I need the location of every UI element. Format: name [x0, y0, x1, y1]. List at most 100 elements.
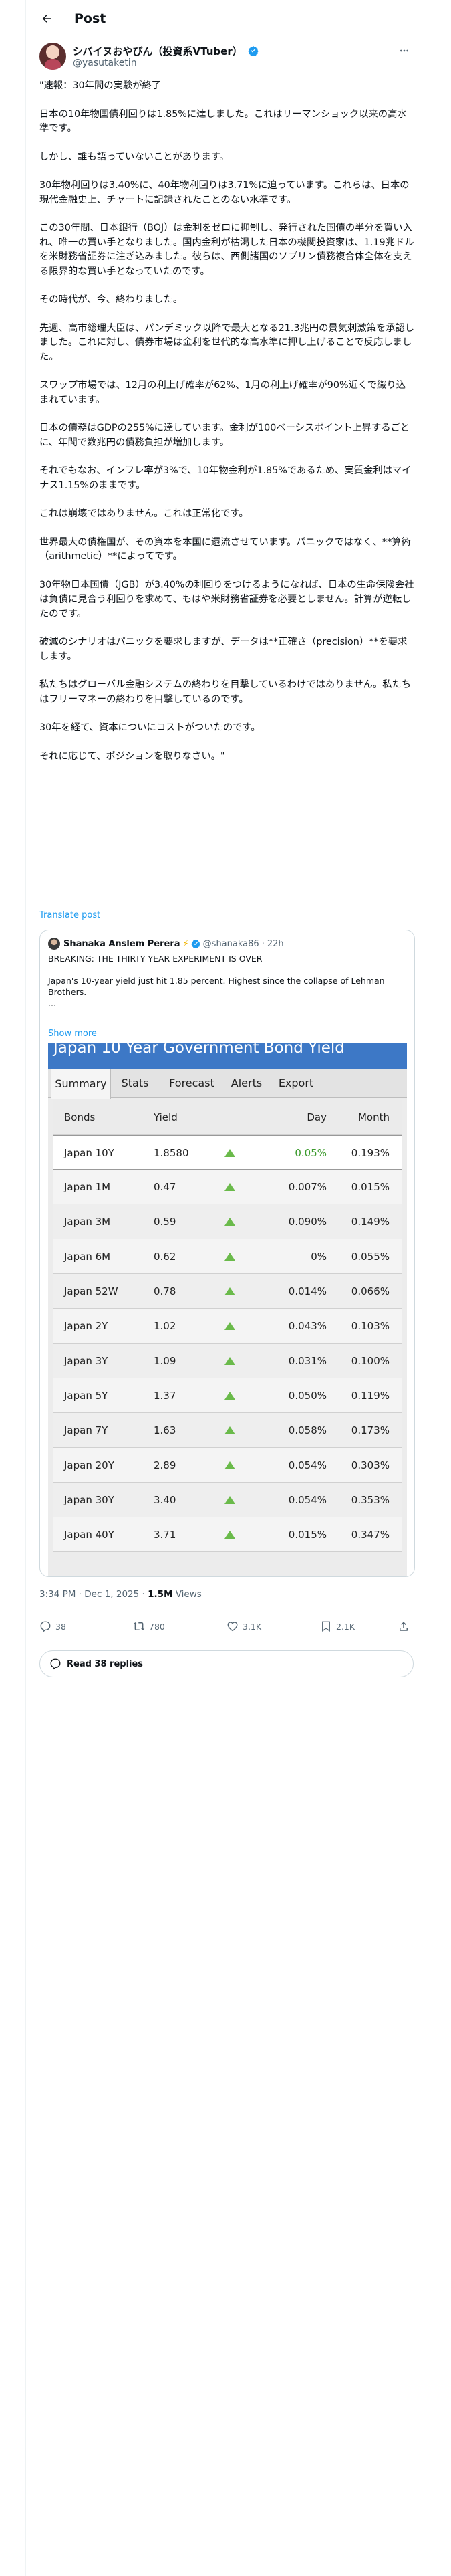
- bond-month-change: 0.173%: [351, 1424, 390, 1436]
- post-paragraph: 破滅のシナリオはパニックを要求しますが、データは**正確さ（precision）…: [39, 637, 408, 662]
- quoted-line: BREAKING: THE THIRTY YEAR EXPERIMENT IS …: [48, 954, 263, 964]
- bond-month-change: 0.119%: [351, 1390, 390, 1402]
- bond-day-change: 0.014%: [288, 1285, 327, 1297]
- quoted-avatar: [48, 938, 60, 950]
- bond-month-change: 0.103%: [351, 1320, 390, 1332]
- bond-month-change: 0.015%: [351, 1181, 390, 1193]
- post-paragraph: 世界最大の債権国が、その資本を本国に還流させています。パニックではなく、**算術…: [39, 536, 411, 562]
- bond-yield: 2.89: [154, 1459, 176, 1471]
- arrow-left-icon: [42, 15, 51, 23]
- quoted-author-name: Shanaka Anslem Perera: [63, 938, 180, 949]
- translate-post-link[interactable]: Translate post: [39, 910, 101, 920]
- bond-month-change: 0.353%: [351, 1494, 390, 1506]
- up-arrow-icon: [224, 1448, 235, 1469]
- col-month: Month: [357, 1111, 390, 1123]
- bond-month-change: 0.149%: [351, 1216, 390, 1228]
- bond-day-change: 0.054%: [288, 1494, 327, 1506]
- bond-name: Japan 52W: [64, 1285, 118, 1297]
- bond-day-change: 0.015%: [288, 1529, 327, 1541]
- like-count: 3.1K: [243, 1621, 262, 1632]
- bond-day-change: 0.007%: [288, 1181, 327, 1193]
- table-row: Japan 3Y 1.09 0.031% 0.100%: [53, 1344, 402, 1378]
- bond-day-change: 0.050%: [288, 1390, 327, 1402]
- bookmark-button[interactable]: 2.1K: [320, 1614, 355, 1638]
- bond-day-change: 0.05%: [295, 1147, 327, 1159]
- post-paragraph: 私たちはグローバル金融システムの終わりを目撃しているわけではありません。私たちは…: [39, 679, 412, 705]
- bond-name: Japan 6M: [64, 1251, 111, 1263]
- author-handle[interactable]: @yasutaketin: [73, 58, 137, 68]
- bond-day-change: 0.043%: [288, 1320, 327, 1332]
- read-replies-button[interactable]: Read 38 replies: [39, 1650, 414, 1677]
- col-day: Day: [307, 1111, 327, 1123]
- post-paragraph: 30年物利回りは3.40%に、40年物利回りは3.71%に迫っています。これらは…: [39, 180, 410, 205]
- quoted-image[interactable]: Japan 10 Year Government Bond Yield Summ…: [48, 1043, 407, 1576]
- bond-day-change: 0.031%: [288, 1355, 327, 1367]
- table-row: Japan 7Y 1.63 0.058% 0.173%: [53, 1413, 402, 1448]
- lightning-emoji: ⚡: [182, 938, 189, 949]
- table-row: Japan 1M 0.47 0.007% 0.015%: [53, 1170, 402, 1204]
- bond-day-change: 0%: [311, 1251, 327, 1263]
- bond-yield: 0.78: [154, 1285, 176, 1297]
- verified-badge-icon: [248, 46, 259, 56]
- avatar[interactable]: [39, 43, 66, 70]
- dot-separator: ·: [261, 938, 265, 949]
- table-row: Japan 20Y 2.89 0.054% 0.303%: [53, 1448, 402, 1483]
- author-name: シバイヌおやびん（投資系VTuber）: [73, 45, 243, 58]
- share-button[interactable]: [398, 1614, 414, 1638]
- post-paragraph: その時代が、今、終わりました。: [39, 294, 183, 305]
- more-dots-icon: [400, 49, 408, 52]
- post-paragraph: これは崩壊ではありません。これは正常化です。: [39, 508, 249, 519]
- post-timestamp[interactable]: 3:34 PM · Dec 1, 2025 ·: [39, 1589, 148, 1600]
- table-row: Japan 10Y 1.8580 0.05% 0.193%: [53, 1135, 402, 1170]
- verified-badge-icon: [190, 939, 200, 948]
- post-meta: 3:34 PM · Dec 1, 2025 · 1.5M Views: [39, 1589, 202, 1600]
- table-body: Japan 10Y 1.8580 0.05% 0.193% Japan 1M 0.47 0.…: [53, 1135, 402, 1552]
- heart-icon: [227, 1622, 238, 1632]
- bond-name: Japan 3Y: [64, 1355, 108, 1367]
- bond-month-change: 0.055%: [351, 1251, 390, 1263]
- bookmark-icon: [322, 1621, 330, 1632]
- bond-yield: 3.71: [154, 1529, 176, 1541]
- quoted-post[interactable]: Shanaka Anslem Perera ⚡ @shanaka86 · 22h…: [39, 930, 415, 1577]
- table-row: Japan 40Y 3.71 0.015% 0.347%: [53, 1517, 402, 1552]
- table-row: Japan 52W 0.78 0.014% 0.066%: [53, 1274, 402, 1309]
- table-row: Japan 30Y 3.40 0.054% 0.353%: [53, 1483, 402, 1517]
- table-row: Japan 2Y 1.02 0.043% 0.103%: [53, 1309, 402, 1344]
- table-header: Bonds Yield Day Month: [53, 1100, 402, 1135]
- up-arrow-icon: [224, 1239, 235, 1261]
- share-icon: [400, 1622, 408, 1631]
- post-paragraph: 日本の10年物国債利回りは1.85%に達しました。これはリーマンショック以来の高…: [39, 108, 407, 134]
- bond-yield: 3.40: [154, 1494, 176, 1506]
- like-button[interactable]: 3.1K: [227, 1614, 261, 1638]
- quoted-post-text: BREAKING: THE THIRTY YEAR EXPERIMENT IS …: [48, 953, 402, 1009]
- col-yield: Yield: [154, 1111, 178, 1123]
- post-paragraph: 先週、高市総理大臣は、パンデミック以降で最大となる21.3兆円の景気刺激策を承認…: [39, 322, 415, 362]
- back-button[interactable]: [35, 7, 58, 30]
- post-paragraph: それに応じて、ポジションを取りなさい。": [39, 750, 225, 762]
- post-paragraph: スワップ市場では、12月の利上げ確率が62%、1月の利上げ確率が90%近くで織り…: [39, 380, 406, 405]
- up-arrow-icon: [224, 1136, 235, 1157]
- table-row: Japan 3M 0.59 0.090% 0.149%: [53, 1204, 402, 1239]
- reply-count: 38: [55, 1621, 66, 1632]
- bond-yield: 1.02: [154, 1320, 176, 1332]
- up-arrow-icon: [224, 1170, 235, 1191]
- repost-count: 780: [149, 1621, 165, 1632]
- reply-button[interactable]: 38: [39, 1614, 66, 1638]
- bond-yield-table: Bonds Yield Day Month Japan 10Y 1.8580 0.0…: [53, 1100, 402, 1552]
- post-paragraph: しかし、誰も語っていないことがあります。: [39, 151, 229, 163]
- show-more-link[interactable]: Show more: [48, 1029, 97, 1039]
- bond-yield: 1.37: [154, 1390, 176, 1402]
- more-options-button[interactable]: [395, 45, 414, 59]
- bond-name: Japan 40Y: [64, 1529, 114, 1541]
- read-replies-label: Read 38 replies: [67, 1658, 144, 1669]
- post-paragraph: 30年物日本国債（JGB）が3.40%の利回りをつけるようになれば、日本の生命保…: [39, 579, 414, 619]
- up-arrow-icon: [224, 1344, 235, 1365]
- bond-name: Japan 10Y: [64, 1147, 114, 1159]
- post-paragraph: この30年間、日本銀行（BOJ）は金利をゼロに抑制し、発行された国債の半分を買い…: [39, 223, 414, 277]
- author-name-link[interactable]: シバイヌおやびん（投資系VTuber）: [73, 44, 259, 58]
- repost-button[interactable]: 780: [133, 1614, 165, 1638]
- image-banner-title: Japan 10 Year Government Bond Yield: [53, 1043, 345, 1057]
- post-author: シバイヌおやびん（投資系VTuber） @yasutaketin: [39, 43, 414, 72]
- reply-icon: [40, 1621, 51, 1632]
- repost-icon: [133, 1622, 145, 1630]
